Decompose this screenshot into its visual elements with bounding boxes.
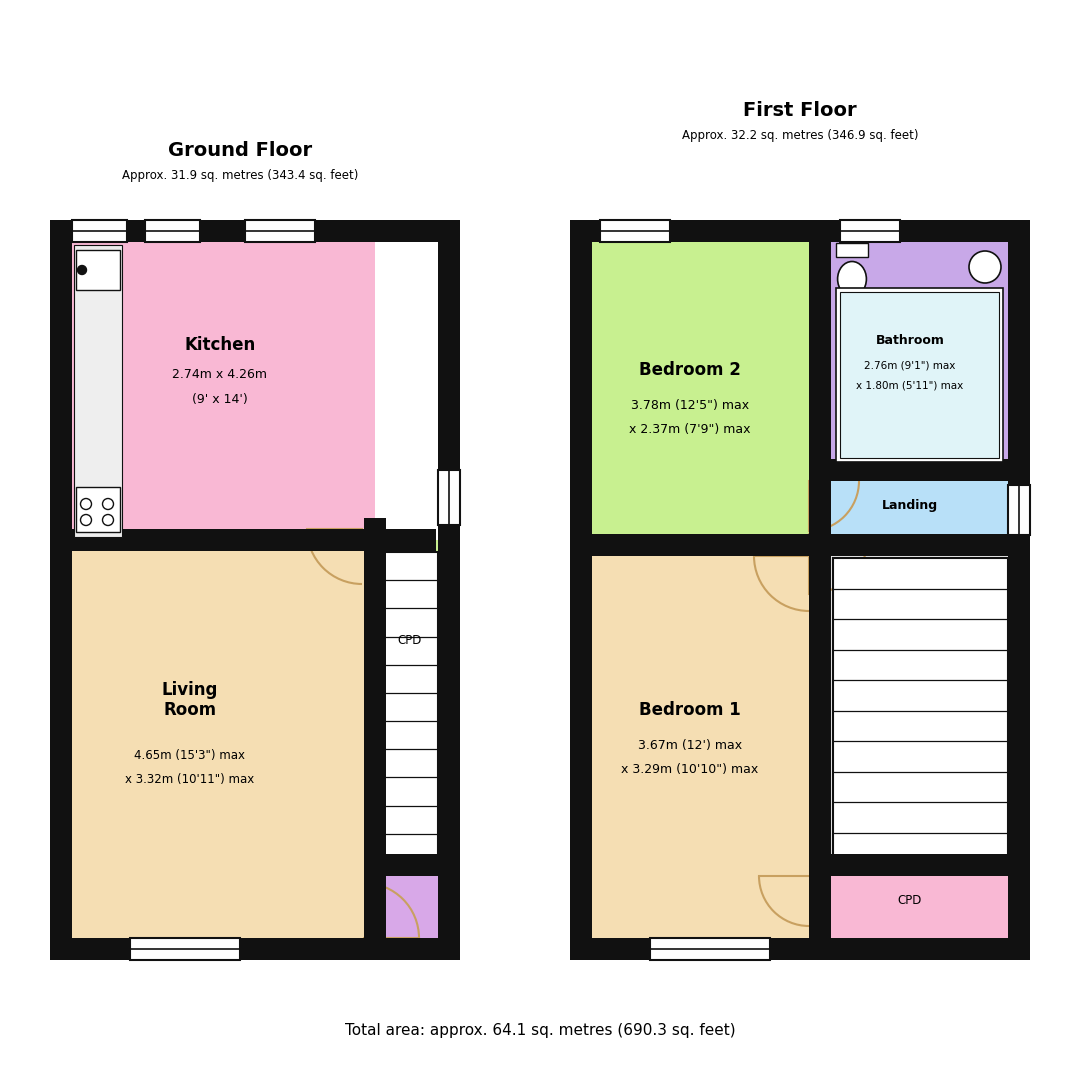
Bar (570, 220, 592, 960)
Text: Kitchen: Kitchen (185, 336, 256, 354)
Text: 3.78m (12'5") max: 3.78m (12'5") max (631, 399, 750, 411)
Bar (72, 242, 375, 540)
Circle shape (78, 266, 86, 274)
Bar (364, 518, 386, 960)
Text: 2.76m (9'1") max: 2.76m (9'1") max (864, 360, 956, 370)
Bar (809, 459, 1030, 481)
Bar (377, 552, 438, 862)
Ellipse shape (969, 251, 1001, 283)
Bar (72, 220, 127, 242)
Bar (809, 220, 831, 556)
Text: Bathroom: Bathroom (876, 334, 944, 347)
Text: Ground Floor: Ground Floor (167, 140, 312, 160)
Text: Living
Room: Living Room (162, 680, 218, 719)
Text: Approx. 31.9 sq. metres (343.4 sq. feet): Approx. 31.9 sq. metres (343.4 sq. feet) (122, 168, 359, 181)
Bar (375, 540, 438, 865)
Bar (809, 854, 1030, 876)
Text: x 2.37m (7'9") max: x 2.37m (7'9") max (630, 423, 751, 436)
Text: CPD: CPD (397, 634, 422, 647)
Bar (840, 292, 999, 458)
Text: Landing: Landing (882, 499, 939, 512)
Text: 4.65m (15'3") max: 4.65m (15'3") max (135, 748, 245, 761)
Bar (50, 220, 460, 242)
Bar (592, 242, 820, 545)
Bar (364, 854, 460, 876)
Bar (72, 540, 375, 939)
Bar (836, 243, 868, 257)
Ellipse shape (838, 261, 866, 297)
Bar (570, 534, 820, 556)
Text: First Floor: First Floor (743, 100, 856, 120)
Bar (650, 939, 770, 960)
Bar (76, 249, 120, 291)
Bar (50, 220, 72, 960)
Text: 3.67m (12') max: 3.67m (12') max (638, 739, 742, 752)
Bar (592, 545, 820, 939)
Bar (130, 939, 240, 960)
Bar (1008, 485, 1030, 535)
Bar (831, 242, 1008, 470)
Bar (75, 245, 122, 537)
Bar (76, 487, 120, 532)
Bar (50, 529, 436, 551)
Bar (831, 470, 1008, 545)
Bar (570, 939, 1030, 960)
Bar (1008, 220, 1030, 960)
Bar (836, 288, 1003, 462)
Text: Bedroom 1: Bedroom 1 (639, 701, 741, 719)
Bar (833, 558, 1008, 863)
Text: 2.74m x 4.26m: 2.74m x 4.26m (173, 368, 268, 381)
Bar (600, 220, 670, 242)
Bar (245, 220, 315, 242)
Bar (570, 220, 1030, 242)
Bar (831, 545, 1008, 865)
Text: Bedroom 2: Bedroom 2 (639, 361, 741, 379)
Bar (840, 220, 900, 242)
Bar (831, 865, 1008, 939)
Bar (809, 534, 1030, 556)
Text: (9' x 14'): (9' x 14') (192, 393, 248, 406)
Text: x 3.29m (10'10") max: x 3.29m (10'10") max (621, 764, 758, 777)
Text: CPD: CPD (897, 893, 922, 906)
Bar (438, 470, 460, 525)
Text: x 3.32m (10'11") max: x 3.32m (10'11") max (125, 773, 255, 786)
Text: Total area: approx. 64.1 sq. metres (690.3 sq. feet): Total area: approx. 64.1 sq. metres (690… (345, 1023, 735, 1038)
Bar (375, 865, 438, 939)
Text: x 1.80m (5'11") max: x 1.80m (5'11") max (856, 380, 963, 390)
Bar (50, 939, 460, 960)
Bar (145, 220, 200, 242)
Bar (438, 220, 460, 960)
Text: Approx. 32.2 sq. metres (346.9 sq. feet): Approx. 32.2 sq. metres (346.9 sq. feet) (681, 129, 918, 141)
Bar (809, 534, 831, 960)
